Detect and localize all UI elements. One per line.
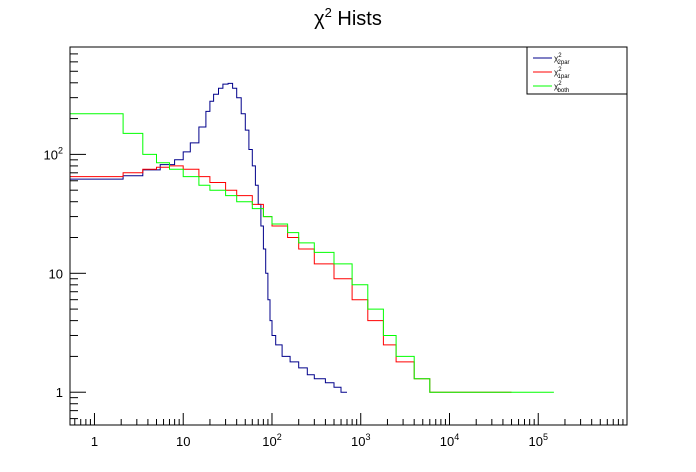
x-tick-label: 10 — [176, 434, 190, 449]
series-line-1par — [70, 165, 512, 393]
x-tick-exp: 2 — [277, 432, 282, 442]
y-tick-label: 1 — [56, 385, 63, 400]
legend-label: χ2 1par — [554, 67, 570, 80]
series-layer — [70, 82, 554, 393]
chart-title: χ2 Hists — [314, 5, 382, 30]
x-tick-base: 10 — [176, 434, 190, 449]
x-tick-label: 104 — [440, 432, 459, 449]
x-tick-base: 1 — [91, 434, 98, 449]
x-tick-base: 10 — [351, 434, 365, 449]
plot-frame — [69, 46, 628, 426]
x-tick-label: 102 — [262, 432, 281, 449]
x-axis: 1 10 102 103 104 105 — [74, 413, 628, 449]
x-tick-label: 105 — [529, 432, 548, 449]
chart-title-main: χ — [314, 8, 325, 30]
y-tick-label: 10 — [49, 266, 63, 281]
chart-title-sup: 2 — [325, 5, 332, 20]
y-tick-base: 1 — [56, 385, 63, 400]
y-tick-base: 10 — [49, 266, 63, 281]
x-tick-label: 103 — [351, 432, 370, 449]
legend-label: χ2 both — [554, 81, 569, 94]
legend-entry-2par: χ2 2par — [533, 53, 570, 66]
x-tick-exp: 5 — [543, 432, 548, 442]
x-tick-exp: 4 — [454, 432, 459, 442]
x-tick-base: 10 — [529, 434, 543, 449]
x-tick-base: 10 — [262, 434, 276, 449]
x-tick-base: 10 — [440, 434, 454, 449]
y-tick-base: 10 — [44, 147, 58, 162]
chart-title-rest: Hists — [332, 8, 382, 30]
series-line-both — [70, 113, 554, 393]
x-tick-label: 1 — [91, 434, 98, 449]
legend-label: χ2 2par — [554, 53, 570, 66]
y-tick-label: 102 — [44, 145, 63, 162]
y-tick-exp: 2 — [58, 145, 63, 155]
x-tick-exp: 3 — [365, 432, 370, 442]
legend-entry-both: χ2 both — [533, 81, 569, 94]
legend-box — [526, 46, 628, 95]
series-line-2par — [70, 82, 347, 393]
legend-entry-1par: χ2 1par — [533, 67, 570, 80]
